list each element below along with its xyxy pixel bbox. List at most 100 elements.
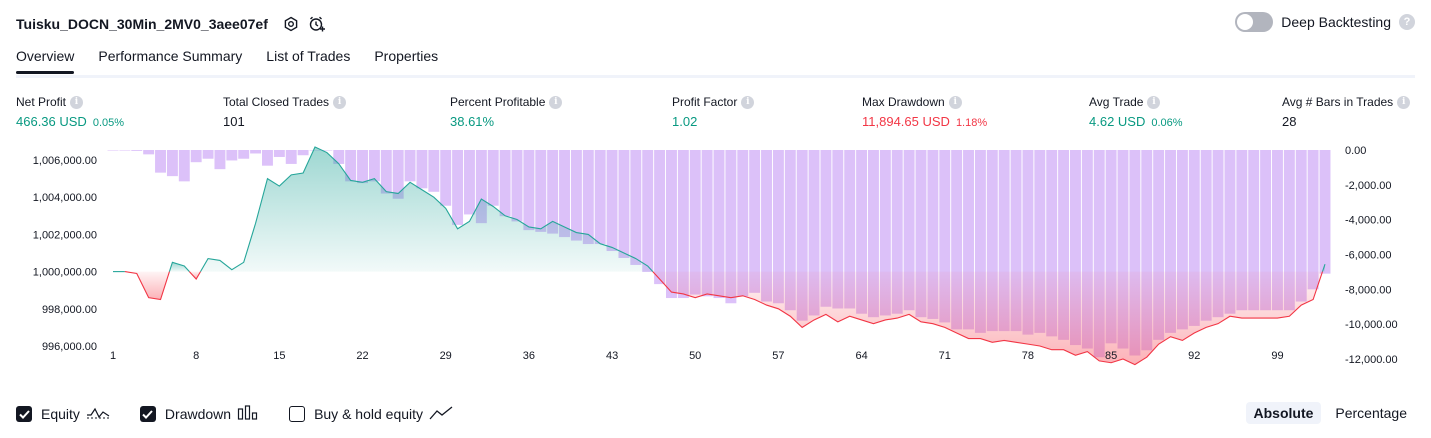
drawdown-bar: [594, 150, 606, 245]
drawdown-bar: [666, 150, 677, 299]
x-tick-label: 92: [1188, 350, 1200, 362]
drawdown-bar: [903, 150, 915, 311]
metric-profit-factor: Profit Factor i 1.02: [672, 94, 755, 130]
tab-list-of-trades[interactable]: List of Trades: [266, 48, 351, 64]
drawdown-bar: [155, 150, 166, 173]
y-left-tick-label: 1,004,000.00: [33, 192, 97, 204]
equity-profit-area: [169, 262, 190, 272]
drawdown-bar: [428, 150, 440, 192]
metric-percent: 0.05%: [92, 117, 125, 129]
metric-total-closed-trades: Total Closed Trades i 101: [223, 94, 347, 130]
drawdown-bar: [297, 150, 309, 156]
info-icon[interactable]: i: [70, 95, 84, 109]
drawdown-bar: [1165, 150, 1176, 333]
drawdown-bar: [1081, 150, 1093, 349]
metric-percent-profitable: Percent Profitable i 38.61%: [450, 94, 563, 130]
drawdown-bar: [1105, 150, 1117, 344]
equity-line-icon: [86, 405, 110, 424]
info-icon[interactable]: i: [333, 95, 347, 109]
tab-properties[interactable]: Properties: [374, 48, 439, 64]
drawdown-bar: [131, 150, 143, 151]
metric-label: Avg # Bars in Trades: [1282, 95, 1394, 109]
drawdown-bar: [1010, 150, 1022, 332]
drawdown-bar: [416, 150, 428, 189]
drawdown-bar: [143, 150, 155, 155]
checkbox-unchecked[interactable]: [289, 406, 306, 422]
info-icon[interactable]: i: [549, 95, 563, 109]
drawdown-bar: [321, 150, 333, 151]
help-icon[interactable]: ?: [1399, 14, 1415, 30]
equity-loss-area: [652, 271, 1323, 365]
y-left-tick-label: 1,002,000.00: [33, 229, 97, 241]
metric-label: Profit Factor: [672, 95, 738, 109]
drawdown-bar: [547, 150, 559, 234]
drawdown-bar: [262, 150, 273, 166]
metric-percent: 1.18%: [955, 117, 988, 129]
drawdown-bar: [166, 150, 178, 177]
equity-checkbox[interactable]: Equity: [16, 405, 110, 424]
x-tick-label: 36: [523, 350, 535, 362]
metric-value: 28: [1282, 114, 1297, 129]
buy-hold-label: Buy & hold equity: [314, 406, 424, 422]
info-icon[interactable]: i: [741, 95, 755, 109]
drawdown-bar: [856, 150, 868, 314]
metric-label: Net Profit: [16, 95, 67, 109]
drawdown-bar: [333, 150, 345, 164]
drawdown-bar: [464, 150, 475, 215]
drawdown-bar: [535, 150, 547, 232]
drawdown-label: Drawdown: [164, 406, 232, 422]
y-left-tick-label: 1,006,000.00: [33, 155, 97, 167]
checkbox-checked[interactable]: [139, 406, 156, 422]
drawdown-bar: [998, 150, 1010, 332]
y-right-tick-label: -6,000.00: [1345, 250, 1391, 262]
drawdown-checkbox[interactable]: Drawdown: [139, 404, 259, 424]
info-icon[interactable]: i: [1397, 95, 1411, 109]
drawdown-bar: [606, 150, 618, 252]
tab-overview[interactable]: Overview: [16, 44, 75, 74]
metric-label: Avg Trade: [1089, 95, 1144, 109]
metric-label: Percent Profitable: [450, 95, 546, 109]
drawdown-bar: [963, 150, 974, 330]
strategy-header: Tuisku_DOCN_30Min_2MV0_3aee07ef: [16, 12, 332, 36]
drawdown-bar: [939, 150, 951, 323]
buy-hold-equity-checkbox[interactable]: Buy & hold equity: [289, 405, 453, 424]
drawdown-bar: [832, 150, 844, 309]
tab-performance-summary[interactable]: Performance Summary: [98, 48, 243, 64]
checkbox-checked[interactable]: [16, 406, 32, 422]
deep-backtesting-toggle[interactable]: [1235, 12, 1274, 32]
absolute-button[interactable]: Absolute: [1245, 402, 1322, 424]
drawdown-bar: [879, 150, 891, 316]
drawdown-bar: [190, 150, 202, 163]
equity-line-profit: [1321, 263, 1326, 272]
drawdown-bar: [1046, 150, 1058, 337]
x-tick-label: 57: [772, 350, 784, 362]
drawdown-bar: [226, 150, 238, 161]
drawdown-bar: [630, 150, 642, 265]
drawdown-bar: [1022, 150, 1034, 335]
drawdown-bar: [559, 150, 570, 238]
settings-icon[interactable]: [280, 13, 302, 35]
drawdown-bar: [214, 150, 226, 170]
x-tick-label: 85: [1105, 350, 1117, 362]
drawdown-bar: [808, 150, 820, 316]
drawdown-bar: [1307, 150, 1319, 290]
add-alert-icon[interactable]: [306, 13, 328, 35]
drawdown-bar: [1200, 150, 1212, 321]
y-axis-right: 0.00 -2,000.00 -4,000.00 -6,000.00 -8,000.00…: [1345, 145, 1398, 366]
x-axis: 1 8 15 22 29 36 43 50 57 64 71 78 85 92 99: [110, 350, 1284, 362]
metric-avg-trade: Avg Trade i 4.62 USD 0.06%: [1089, 94, 1183, 130]
percentage-button[interactable]: Percentage: [1335, 405, 1407, 421]
drawdown-bar: [285, 150, 297, 164]
drawdown-bar: [570, 150, 582, 241]
drawdown-bar: [511, 150, 523, 222]
info-icon[interactable]: i: [1147, 95, 1161, 109]
drawdown-bar: [1176, 150, 1188, 330]
drawdown-bar: [951, 150, 963, 330]
metric-max-drawdown: Max Drawdown i 11,894.65 USD 1.18%: [862, 94, 987, 130]
info-icon[interactable]: i: [948, 95, 962, 109]
x-tick-label: 43: [606, 350, 618, 362]
y-right-tick-label: 0.00: [1345, 145, 1366, 157]
chart-options: Equity Drawdown Buy & hold equity: [16, 402, 1415, 426]
drawdown-bar: [618, 150, 630, 258]
equity-loss-area: [124, 271, 170, 300]
